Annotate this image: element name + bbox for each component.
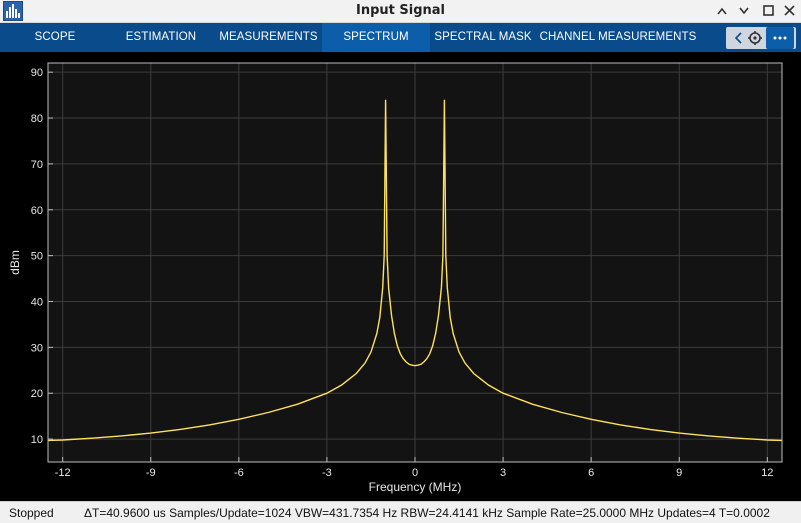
status-bar: Stopped ΔT=40.9600 us Samples/Update=102…: [0, 501, 801, 523]
run-state: Stopped: [9, 506, 54, 520]
tab-measurements[interactable]: MEASUREMENTS: [219, 31, 318, 43]
tab-spectral-mask[interactable]: SPECTRAL MASK: [434, 31, 532, 43]
x-tick-label: 3: [500, 467, 506, 479]
tab-estimation[interactable]: ESTIMATION: [125, 31, 197, 43]
y-tick-label: 90: [31, 67, 43, 79]
x-tick-label: -9: [146, 467, 156, 479]
x-tick-label: 0: [412, 467, 418, 479]
bar-chart-icon: [3, 1, 23, 21]
axes-border: [47, 62, 783, 463]
chevron-left-icon[interactable]: [726, 27, 752, 49]
maximize-icon[interactable]: [757, 1, 779, 21]
y-tick-labels: 10 20 30 40 50 60 70 80 90: [31, 67, 43, 446]
y-tick-label: 60: [31, 205, 43, 217]
measurement-info: ΔT=40.9600 us Samples/Update=1024 VBW=43…: [84, 506, 770, 520]
spectrum-trace: [47, 99, 783, 442]
y-tick-label: 40: [31, 296, 43, 308]
spectrum-chart: -12 -9 -6 -3 0 3 6 9 12 10 20 30 40 50 60 70 80 90 Frequ…: [8, 62, 783, 494]
x-axis-label: Frequency (MHz): [369, 480, 462, 494]
x-tick-label: -3: [322, 467, 332, 479]
x-tick-label: -6: [234, 467, 244, 479]
title-bar: Input Signal: [0, 0, 801, 23]
tab-channel-measurements[interactable]: CHANNEL MEASUREMENTS: [539, 31, 697, 43]
y-tick-label: 30: [31, 342, 43, 354]
tab-strip: SCOPE ESTIMATION MEASUREMENTS SPECTRUM S…: [0, 23, 801, 52]
x-tick-label: 12: [761, 467, 773, 479]
close-icon[interactable]: [778, 1, 800, 21]
y-tick-label: 10: [31, 434, 43, 446]
minimize-icon[interactable]: [711, 1, 733, 21]
x-tick-label: 9: [676, 467, 682, 479]
y-tick-label: 20: [31, 388, 43, 400]
restore-icon[interactable]: [733, 1, 755, 21]
y-tick-label: 50: [31, 251, 43, 263]
tab-spectrum[interactable]: SPECTRUM: [322, 23, 430, 52]
gear-icon[interactable]: [742, 27, 768, 49]
more-options-icon[interactable]: [766, 27, 794, 49]
x-tick-label: -12: [55, 467, 71, 479]
grid-lines: [48, 63, 782, 462]
y-tick-label: 80: [31, 113, 43, 125]
x-tick-label: 6: [588, 467, 594, 479]
toolbar: [726, 27, 796, 49]
x-tick-labels: -12 -9 -6 -3 0 3 6 9 12: [55, 467, 774, 479]
tab-scope[interactable]: SCOPE: [34, 31, 76, 43]
y-axis-label: dBm: [8, 250, 22, 275]
window-title: Input Signal: [355, 3, 445, 18]
y-tick-label: 70: [31, 159, 43, 171]
